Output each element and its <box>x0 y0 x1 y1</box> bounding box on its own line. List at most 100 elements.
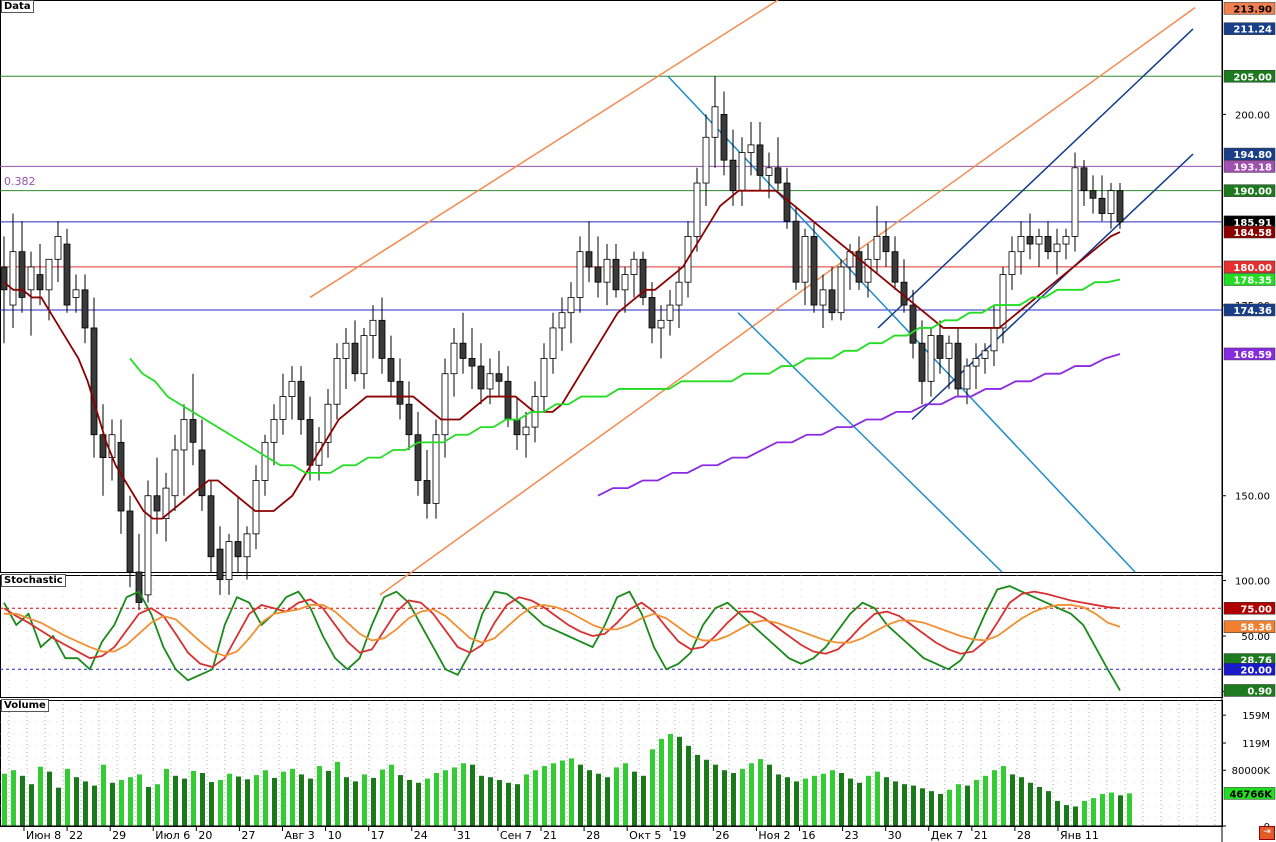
volume-bar <box>974 779 979 826</box>
volume-bar <box>452 767 457 826</box>
volume-bar <box>2 773 7 826</box>
x-tick-label: 28 <box>586 829 600 842</box>
candle <box>351 320 359 382</box>
ma-long-line <box>597 353 1121 497</box>
candle <box>0 236 8 344</box>
price-layer <box>0 76 1132 826</box>
value-tag-bg <box>1223 70 1276 83</box>
volume-bar <box>1100 793 1105 826</box>
price-value-tag: 194.80 <box>1223 147 1276 161</box>
volume-bar <box>947 789 952 826</box>
candle <box>360 327 368 389</box>
candle <box>1071 152 1079 252</box>
volume-bar <box>533 770 538 826</box>
stoch-slow-line <box>4 604 1121 657</box>
candle <box>675 266 683 328</box>
volume-bar <box>1001 766 1006 826</box>
candle-body <box>1062 236 1070 245</box>
value-tag-label: 194.80 <box>1233 150 1272 161</box>
volume-bar <box>803 778 808 826</box>
candle-body <box>360 335 368 375</box>
candle <box>189 373 197 466</box>
price-value-tag: 190.00 <box>1223 184 1276 198</box>
volume-bar <box>236 776 241 826</box>
candle <box>738 137 746 206</box>
candle <box>261 434 269 496</box>
scroll-end-button[interactable]: ⇥ <box>1259 826 1275 840</box>
x-tick-label: Дек 7 <box>931 829 964 842</box>
candle-body <box>1035 236 1043 245</box>
volume-bar <box>812 775 817 826</box>
candle-body <box>711 106 719 138</box>
x-tick-label: Ноя 2 <box>758 829 790 842</box>
x-tick-label: Окт 5 <box>629 829 661 842</box>
candle-body <box>99 434 107 459</box>
volume-bar <box>1118 795 1123 826</box>
x-tick-label: 22 <box>69 829 83 842</box>
volume-bar <box>281 771 286 826</box>
volume-bar <box>596 773 601 826</box>
candle-body <box>369 319 377 336</box>
price-value-tag: 180.00 <box>1223 260 1276 274</box>
x-tick-label: 21 <box>543 829 557 842</box>
volume-bar <box>1109 792 1114 826</box>
candle <box>603 244 611 306</box>
candle <box>423 449 431 519</box>
uptrend-upper-line <box>877 28 1194 329</box>
candle <box>324 388 332 458</box>
volume-bar <box>380 769 385 826</box>
candle-body <box>918 342 926 382</box>
candle-body <box>594 266 602 283</box>
volume-bar <box>506 782 511 826</box>
candle-body <box>315 441 323 466</box>
candle <box>135 533 143 611</box>
candle <box>990 305 998 367</box>
value-tag-label: 75.00 <box>1240 604 1272 615</box>
volume-bar <box>875 771 880 826</box>
x-tick-label: 19 <box>672 829 686 842</box>
candle <box>297 366 305 435</box>
candle <box>225 533 233 595</box>
pane-frame <box>0 575 1223 698</box>
candle <box>252 465 260 550</box>
ma-short-line <box>3 189 1121 520</box>
volume-bar <box>794 781 799 826</box>
candle <box>693 167 701 252</box>
candle-body <box>153 495 161 512</box>
candle-body <box>549 327 557 359</box>
value-tag-label: 190.00 <box>1233 187 1272 198</box>
candle <box>576 236 584 313</box>
value-tag-label: 28.76 <box>1240 656 1272 667</box>
value-tag-bg <box>1223 22 1276 35</box>
candle <box>450 327 458 397</box>
candle-body <box>414 434 422 481</box>
candle <box>1080 160 1088 206</box>
volume-bar <box>263 770 268 826</box>
volume-bar <box>848 778 853 826</box>
volume-bar <box>74 777 79 826</box>
volume-bar <box>1091 798 1096 826</box>
candle <box>513 396 521 450</box>
candle <box>288 366 296 420</box>
stoch-tick-label: 50.00 <box>1241 632 1270 643</box>
candle <box>567 282 575 344</box>
candle-body <box>144 495 152 596</box>
candle <box>729 129 737 206</box>
value-tag-label: 213.90 <box>1233 4 1272 15</box>
candle-body <box>432 434 440 504</box>
candle <box>387 335 395 397</box>
stoch-d-line <box>3 590 1121 669</box>
volume-bar <box>200 773 205 826</box>
x-tick-label: Авг 3 <box>285 829 315 842</box>
candle-body <box>855 251 863 283</box>
candle-body <box>945 342 953 359</box>
candle-body <box>999 274 1007 329</box>
x-tick-label: 31 <box>457 829 471 842</box>
volume-bar <box>668 733 673 826</box>
candle-body <box>810 236 818 306</box>
value-tag-label: 46766K <box>1229 789 1273 800</box>
fib-level-label: 0.382 <box>4 175 36 188</box>
candle-body <box>972 358 980 367</box>
volume-bar <box>920 788 925 826</box>
